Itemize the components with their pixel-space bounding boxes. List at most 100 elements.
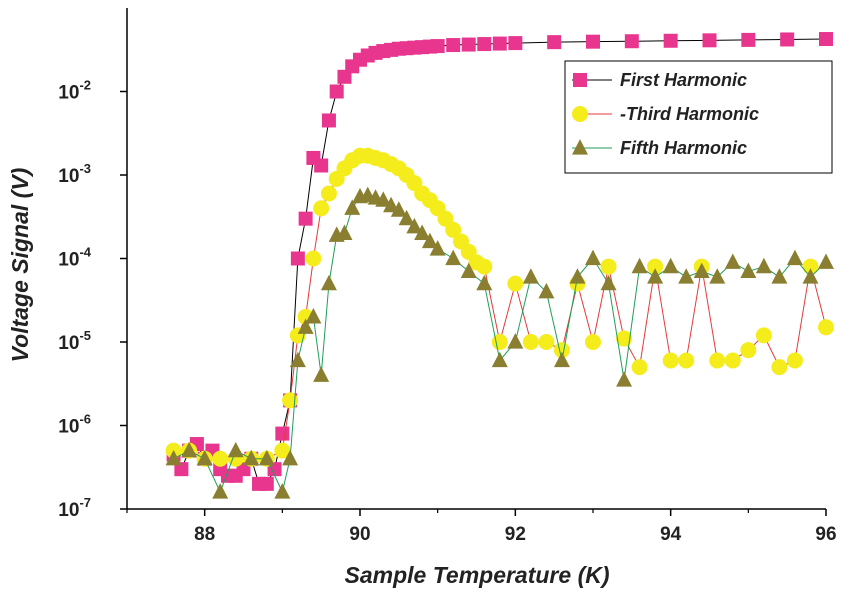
data-point <box>508 36 523 51</box>
data-point <box>437 210 454 227</box>
legend-label: First Harmonic <box>620 70 747 90</box>
legend-label: -Third Harmonic <box>620 104 759 124</box>
data-point <box>305 308 322 324</box>
data-point <box>538 282 555 299</box>
data-point <box>289 351 306 368</box>
data-point <box>702 33 717 48</box>
legend: First Harmonic -Third Harmonic Fifth Harmo… <box>564 60 833 174</box>
data-point <box>267 462 282 477</box>
data-point <box>522 268 539 284</box>
data-point <box>538 334 555 350</box>
data-point <box>755 327 772 344</box>
data-point <box>429 240 446 256</box>
data-point <box>547 35 562 50</box>
y-tick-label: 10-6 <box>58 412 91 438</box>
data-point <box>445 221 462 238</box>
data-point <box>818 319 834 336</box>
legend-marker <box>572 139 588 155</box>
series-2 <box>165 186 834 499</box>
y-tick-label: 10-4 <box>58 245 91 271</box>
data-point <box>662 257 679 274</box>
data-point <box>771 268 788 284</box>
data-point <box>181 441 198 458</box>
data-point <box>320 185 337 202</box>
data-point <box>741 32 756 47</box>
data-point <box>786 249 803 266</box>
data-point <box>406 217 423 234</box>
data-point <box>259 476 274 491</box>
data-point <box>709 268 726 284</box>
x-axis-title: Sample Temperature (K) <box>345 562 610 588</box>
data-point <box>553 342 570 359</box>
series-1 <box>165 147 834 467</box>
data-point <box>243 449 260 466</box>
legend-label: Fifth Harmonic <box>620 138 747 158</box>
data-point <box>631 359 648 376</box>
x-tick-label: 92 <box>505 524 526 545</box>
data-point <box>491 334 508 350</box>
data-point <box>693 262 710 279</box>
y-tick-label: 10-2 <box>58 78 91 104</box>
data-point <box>724 253 741 269</box>
data-point <box>313 200 330 217</box>
x-tick-label: 96 <box>815 524 836 545</box>
data-point <box>461 37 476 52</box>
data-point <box>492 36 507 51</box>
data-point <box>553 351 570 368</box>
data-point <box>313 366 330 382</box>
data-point <box>297 318 314 334</box>
data-point <box>290 251 305 266</box>
data-point <box>305 250 322 267</box>
data-point <box>678 352 695 369</box>
data-point <box>329 84 344 99</box>
data-point <box>600 258 617 275</box>
y-tick-label: 10-7 <box>58 495 91 521</box>
data-point <box>274 442 291 459</box>
data-point <box>196 449 213 466</box>
y-tick-label: 10-3 <box>58 161 91 187</box>
data-point <box>390 201 407 217</box>
data-point <box>477 37 492 52</box>
data-point <box>724 352 741 369</box>
data-point <box>647 258 664 275</box>
data-point <box>212 450 229 467</box>
y-axis-title: Voltage Signal (V) <box>7 168 33 363</box>
data-point <box>585 334 601 350</box>
data-point <box>165 449 182 466</box>
data-point <box>491 351 508 368</box>
x-tick-label: 90 <box>349 524 370 545</box>
data-point <box>755 257 772 274</box>
data-point <box>336 224 353 240</box>
data-point <box>344 199 361 215</box>
data-point <box>802 268 819 284</box>
data-point <box>445 249 462 266</box>
data-point <box>274 483 291 499</box>
data-point <box>786 352 803 369</box>
data-point <box>398 209 415 226</box>
data-point <box>585 249 601 266</box>
data-point <box>600 274 617 291</box>
data-point <box>298 211 313 226</box>
y-tick-label: 10-5 <box>58 328 91 354</box>
data-point <box>460 262 477 279</box>
data-point <box>818 253 834 269</box>
data-point <box>662 352 679 369</box>
data-point <box>522 334 539 350</box>
data-point <box>375 191 392 207</box>
data-point <box>709 352 726 369</box>
data-point <box>616 330 633 347</box>
data-point <box>476 258 493 275</box>
axes-layer: 88 90 92 94 96 10-7 10-6 10-5 10-4 10-3 10-2 <box>58 8 837 545</box>
data-point <box>258 449 275 466</box>
data-point <box>212 483 229 499</box>
legend-marker <box>572 106 588 122</box>
data-point <box>174 462 189 477</box>
data-point <box>507 333 524 349</box>
data-point <box>586 34 600 49</box>
legend-marker <box>573 73 587 87</box>
data-point <box>740 342 757 359</box>
data-point <box>321 113 336 128</box>
data-point <box>421 232 438 249</box>
data-point <box>227 441 244 458</box>
